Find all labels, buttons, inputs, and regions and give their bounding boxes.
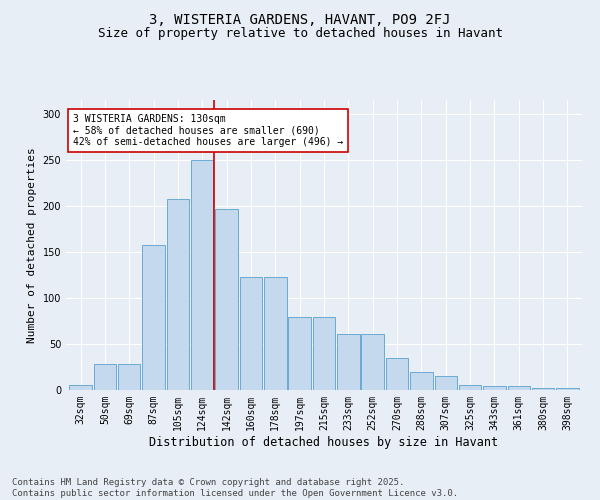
Bar xyxy=(386,358,408,390)
Text: Contains HM Land Registry data © Crown copyright and database right 2025.
Contai: Contains HM Land Registry data © Crown c… xyxy=(12,478,458,498)
Bar xyxy=(264,277,287,390)
Bar xyxy=(434,376,457,390)
Bar xyxy=(361,334,384,390)
Bar xyxy=(483,386,506,390)
Text: 3, WISTERIA GARDENS, HAVANT, PO9 2FJ: 3, WISTERIA GARDENS, HAVANT, PO9 2FJ xyxy=(149,12,451,26)
Y-axis label: Number of detached properties: Number of detached properties xyxy=(27,147,37,343)
Bar xyxy=(459,386,481,390)
Bar xyxy=(556,388,578,390)
Bar xyxy=(289,318,311,390)
Bar xyxy=(118,364,140,390)
Bar xyxy=(70,386,92,390)
Bar xyxy=(142,246,165,390)
Text: Size of property relative to detached houses in Havant: Size of property relative to detached ho… xyxy=(97,28,503,40)
Bar xyxy=(410,372,433,390)
Bar xyxy=(191,160,214,390)
Bar xyxy=(215,208,238,390)
Bar xyxy=(240,277,262,390)
Bar xyxy=(532,388,554,390)
X-axis label: Distribution of detached houses by size in Havant: Distribution of detached houses by size … xyxy=(149,436,499,448)
Text: 3 WISTERIA GARDENS: 130sqm
← 58% of detached houses are smaller (690)
42% of sem: 3 WISTERIA GARDENS: 130sqm ← 58% of deta… xyxy=(73,114,344,147)
Bar xyxy=(313,318,335,390)
Bar xyxy=(337,334,359,390)
Bar xyxy=(94,364,116,390)
Bar xyxy=(167,200,189,390)
Bar xyxy=(508,386,530,390)
